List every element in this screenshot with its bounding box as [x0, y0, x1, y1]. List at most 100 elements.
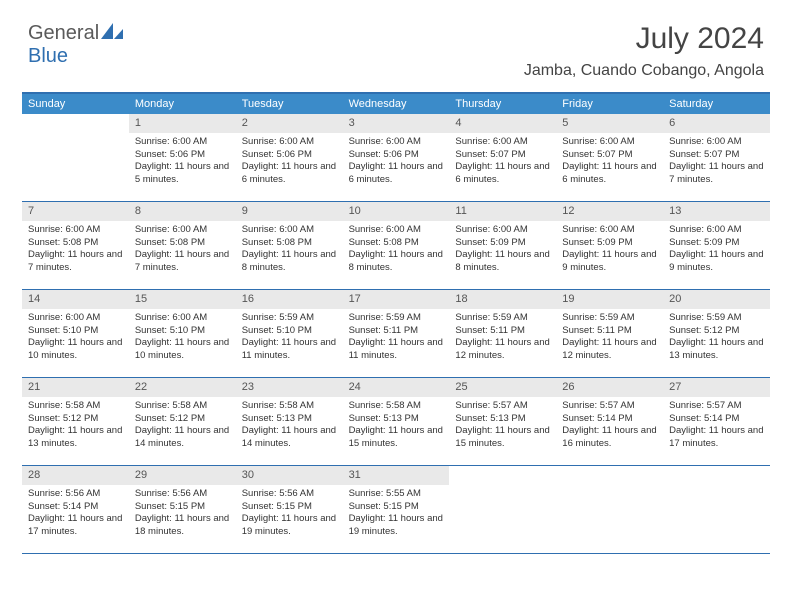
day-number: 5 [556, 114, 663, 133]
day-body: Sunrise: 5:58 AMSunset: 5:12 PMDaylight:… [129, 397, 236, 455]
daylight-text: Daylight: 11 hours and 6 minutes. [455, 161, 550, 187]
sunset-text: Sunset: 5:12 PM [28, 413, 123, 426]
sunset-text: Sunset: 5:15 PM [349, 501, 444, 514]
day-cell: 18Sunrise: 5:59 AMSunset: 5:11 PMDayligh… [449, 290, 556, 377]
day-number: 26 [556, 378, 663, 397]
daylight-text: Daylight: 11 hours and 7 minutes. [28, 249, 123, 275]
logo-text-blue: Blue [28, 45, 68, 67]
day-number: 21 [22, 378, 129, 397]
day-cell: 13Sunrise: 6:00 AMSunset: 5:09 PMDayligh… [663, 202, 770, 289]
sunset-text: Sunset: 5:10 PM [28, 325, 123, 338]
week-row: 7Sunrise: 6:00 AMSunset: 5:08 PMDaylight… [22, 202, 770, 290]
daylight-text: Daylight: 11 hours and 15 minutes. [455, 425, 550, 451]
day-number: 20 [663, 290, 770, 309]
day-body: Sunrise: 6:00 AMSunset: 5:08 PMDaylight:… [236, 221, 343, 279]
day-cell [556, 466, 663, 553]
sunrise-text: Sunrise: 6:00 AM [135, 224, 230, 237]
sunrise-text: Sunrise: 5:55 AM [349, 488, 444, 501]
day-body: Sunrise: 5:59 AMSunset: 5:11 PMDaylight:… [449, 309, 556, 367]
day-body: Sunrise: 6:00 AMSunset: 5:07 PMDaylight:… [663, 133, 770, 191]
day-number: 11 [449, 202, 556, 221]
day-cell: 4Sunrise: 6:00 AMSunset: 5:07 PMDaylight… [449, 114, 556, 201]
sunrise-text: Sunrise: 6:00 AM [28, 224, 123, 237]
day-number: 28 [22, 466, 129, 485]
sunrise-text: Sunrise: 6:00 AM [135, 312, 230, 325]
sunrise-text: Sunrise: 5:59 AM [455, 312, 550, 325]
sunrise-text: Sunrise: 5:57 AM [455, 400, 550, 413]
day-body: Sunrise: 5:59 AMSunset: 5:11 PMDaylight:… [556, 309, 663, 367]
day-cell: 2Sunrise: 6:00 AMSunset: 5:06 PMDaylight… [236, 114, 343, 201]
daylight-text: Daylight: 11 hours and 10 minutes. [135, 337, 230, 363]
day-cell [663, 466, 770, 553]
daylight-text: Daylight: 11 hours and 9 minutes. [562, 249, 657, 275]
sunset-text: Sunset: 5:08 PM [242, 237, 337, 250]
day-number: 4 [449, 114, 556, 133]
day-body: Sunrise: 6:00 AMSunset: 5:09 PMDaylight:… [663, 221, 770, 279]
sunrise-text: Sunrise: 5:58 AM [135, 400, 230, 413]
day-cell: 28Sunrise: 5:56 AMSunset: 5:14 PMDayligh… [22, 466, 129, 553]
sunset-text: Sunset: 5:08 PM [28, 237, 123, 250]
logo: General Blue [28, 22, 123, 68]
daylight-text: Daylight: 11 hours and 15 minutes. [349, 425, 444, 451]
day-number: 29 [129, 466, 236, 485]
daylight-text: Daylight: 11 hours and 7 minutes. [135, 249, 230, 275]
day-cell: 6Sunrise: 6:00 AMSunset: 5:07 PMDaylight… [663, 114, 770, 201]
day-number: 25 [449, 378, 556, 397]
day-body: Sunrise: 5:56 AMSunset: 5:15 PMDaylight:… [129, 485, 236, 543]
day-number: 16 [236, 290, 343, 309]
sunrise-text: Sunrise: 5:58 AM [242, 400, 337, 413]
month-title: July 2024 [524, 22, 764, 56]
sunset-text: Sunset: 5:13 PM [455, 413, 550, 426]
daylight-text: Daylight: 11 hours and 13 minutes. [28, 425, 123, 451]
sunrise-text: Sunrise: 6:00 AM [28, 312, 123, 325]
day-cell: 23Sunrise: 5:58 AMSunset: 5:13 PMDayligh… [236, 378, 343, 465]
day-header-row: Sunday Monday Tuesday Wednesday Thursday… [22, 94, 770, 114]
day-body: Sunrise: 6:00 AMSunset: 5:08 PMDaylight:… [22, 221, 129, 279]
day-cell [22, 114, 129, 201]
daylight-text: Daylight: 11 hours and 8 minutes. [349, 249, 444, 275]
daylight-text: Daylight: 11 hours and 14 minutes. [242, 425, 337, 451]
sunset-text: Sunset: 5:12 PM [669, 325, 764, 338]
day-number: 24 [343, 378, 450, 397]
day-body: Sunrise: 6:00 AMSunset: 5:10 PMDaylight:… [22, 309, 129, 367]
day-cell: 7Sunrise: 6:00 AMSunset: 5:08 PMDaylight… [22, 202, 129, 289]
day-cell: 14Sunrise: 6:00 AMSunset: 5:10 PMDayligh… [22, 290, 129, 377]
sunset-text: Sunset: 5:12 PM [135, 413, 230, 426]
daylight-text: Daylight: 11 hours and 18 minutes. [135, 513, 230, 539]
day-number: 17 [343, 290, 450, 309]
day-body: Sunrise: 5:56 AMSunset: 5:15 PMDaylight:… [236, 485, 343, 543]
sunrise-text: Sunrise: 6:00 AM [349, 136, 444, 149]
daylight-text: Daylight: 11 hours and 13 minutes. [669, 337, 764, 363]
day-cell: 19Sunrise: 5:59 AMSunset: 5:11 PMDayligh… [556, 290, 663, 377]
daylight-text: Daylight: 11 hours and 5 minutes. [135, 161, 230, 187]
sunset-text: Sunset: 5:13 PM [242, 413, 337, 426]
day-number: 8 [129, 202, 236, 221]
sunset-text: Sunset: 5:14 PM [562, 413, 657, 426]
location-text: Jamba, Cuando Cobango, Angola [524, 62, 764, 80]
day-number: 13 [663, 202, 770, 221]
day-number: 1 [129, 114, 236, 133]
day-body: Sunrise: 5:57 AMSunset: 5:14 PMDaylight:… [556, 397, 663, 455]
sunset-text: Sunset: 5:13 PM [349, 413, 444, 426]
sunrise-text: Sunrise: 6:00 AM [455, 136, 550, 149]
daylight-text: Daylight: 11 hours and 17 minutes. [669, 425, 764, 451]
day-number: 3 [343, 114, 450, 133]
day-header-sat: Saturday [663, 94, 770, 114]
day-header-sun: Sunday [22, 94, 129, 114]
daylight-text: Daylight: 11 hours and 12 minutes. [562, 337, 657, 363]
sunset-text: Sunset: 5:09 PM [455, 237, 550, 250]
day-number: 7 [22, 202, 129, 221]
daylight-text: Daylight: 11 hours and 8 minutes. [455, 249, 550, 275]
day-number: 31 [343, 466, 450, 485]
sunset-text: Sunset: 5:11 PM [455, 325, 550, 338]
header: General Blue July 2024 Jamba, Cuando Cob… [0, 0, 792, 84]
day-cell: 12Sunrise: 6:00 AMSunset: 5:09 PMDayligh… [556, 202, 663, 289]
day-number: 9 [236, 202, 343, 221]
day-number: 6 [663, 114, 770, 133]
day-body: Sunrise: 6:00 AMSunset: 5:07 PMDaylight:… [449, 133, 556, 191]
sunset-text: Sunset: 5:08 PM [135, 237, 230, 250]
sunset-text: Sunset: 5:09 PM [669, 237, 764, 250]
day-body: Sunrise: 5:57 AMSunset: 5:14 PMDaylight:… [663, 397, 770, 455]
day-body: Sunrise: 6:00 AMSunset: 5:08 PMDaylight:… [129, 221, 236, 279]
sunset-text: Sunset: 5:11 PM [562, 325, 657, 338]
